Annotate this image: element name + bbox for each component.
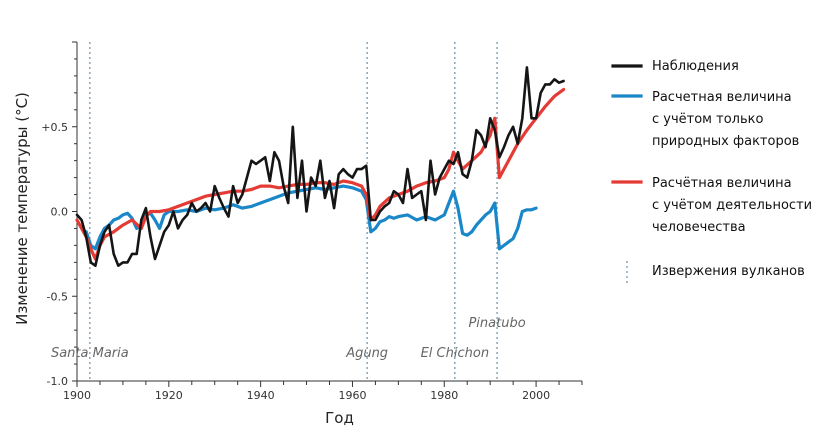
series-lines bbox=[75, 66, 566, 268]
x-axis-title: Год bbox=[325, 409, 354, 427]
legend: Наблюдения Расчетная величина с учётом тол… bbox=[611, 59, 812, 283]
legend-label-natural: Расчетная величина bbox=[652, 90, 792, 105]
volcano-lines bbox=[89, 42, 498, 381]
series-line-0 bbox=[84, 184, 538, 251]
x-tick-label: 1940 bbox=[247, 389, 275, 402]
legend-label-volcanic: Извержения вулканов bbox=[652, 264, 805, 279]
x-tick-label: 2000 bbox=[522, 389, 550, 402]
y-axis-title: Изменение температуры (°C) bbox=[13, 92, 31, 325]
volcano-labels: Santa Maria Agung El Chichon Pinatubo bbox=[51, 316, 526, 361]
legend-label-natural: природных факторов bbox=[652, 134, 799, 149]
legend-label-observed: Наблюдения bbox=[652, 59, 739, 74]
y-ticks: +0.5 0.0 -0.5 -1.0 bbox=[41, 41, 77, 388]
y-tick-label: +0.5 bbox=[41, 121, 68, 134]
volcano-label: Santa Maria bbox=[51, 346, 129, 361]
x-tick-label: 1980 bbox=[430, 389, 458, 402]
volcano-label: Agung bbox=[345, 346, 388, 361]
x-tick-label: 1960 bbox=[338, 389, 366, 402]
legend-label-human: Расчётная величина bbox=[652, 176, 792, 191]
legend-label-human: с учётом деятельности bbox=[652, 198, 812, 213]
volcano-label: El Chichon bbox=[421, 346, 489, 361]
y-tick-label: 0.0 bbox=[51, 206, 69, 219]
legend-label-human: человечества bbox=[652, 220, 746, 235]
volcano-label: Pinatubo bbox=[468, 316, 525, 331]
x-tick-label: 1900 bbox=[63, 389, 91, 402]
x-tick-label: 1920 bbox=[155, 389, 183, 402]
legend-label-natural: с учётом только bbox=[652, 112, 763, 127]
series-line-2 bbox=[75, 66, 565, 268]
y-tick-label: -0.5 bbox=[47, 290, 68, 303]
y-tick-label: -1.0 bbox=[47, 375, 68, 388]
x-ticks: 1900 1920 1940 1960 1980 2000 bbox=[63, 381, 583, 402]
